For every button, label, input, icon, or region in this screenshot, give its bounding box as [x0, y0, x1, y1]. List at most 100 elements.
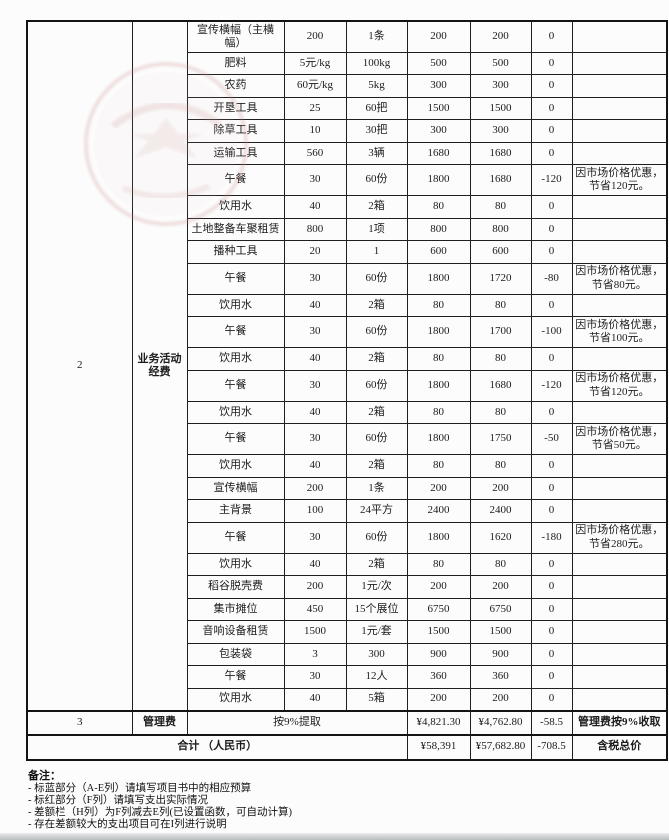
actual-amount-cell: 1750 [469, 423, 532, 455]
item-name-cell: 饮用水 [186, 347, 285, 371]
remark-cell [571, 195, 668, 219]
actual-amount-cell: 80 [469, 552, 532, 576]
actual-amount-cell: 1500 [469, 96, 532, 120]
difference-cell: 0 [530, 552, 573, 576]
difference-cell: 0 [530, 51, 573, 75]
item-name-cell: 午餐 [186, 521, 285, 554]
budget-amount-cell: 1800 [406, 423, 471, 455]
total-label-cell: 合计 （人民币） [26, 733, 408, 760]
budget-total-cell: ¥58,391 [406, 733, 471, 760]
table-row: 播种工具 20 1 600 600 0 [27, 240, 668, 264]
quantity-cell: 100kg [345, 51, 408, 75]
unit-price-cell: 1500 [283, 620, 347, 644]
budget-amount-cell: 300 [406, 74, 471, 98]
budget-amount-cell: 500 [406, 51, 471, 75]
remark-cell [571, 51, 668, 75]
quantity-cell: 24平方 [345, 499, 408, 523]
difference-cell: -58.5 [530, 709, 573, 735]
item-name-cell: 开垦工具 [186, 96, 285, 120]
quantity-cell: 5箱 [345, 687, 408, 711]
method-cell: 按9%提取 [186, 709, 408, 735]
unit-price-cell: 3 [283, 642, 347, 666]
note-line: - 标红部分（F列）请填写支出实际情况 [28, 795, 208, 806]
quantity-cell: 1 [345, 240, 408, 264]
budget-amount-cell: 80 [406, 293, 471, 317]
remark-cell: 含税总价 [571, 733, 668, 760]
unit-price-cell: 40 [283, 347, 347, 371]
item-name-cell: 饮用水 [186, 195, 285, 219]
item-name-cell: 稻谷脱壳费 [186, 575, 285, 599]
budget-amount-cell: 80 [406, 454, 471, 478]
actual-amount-cell: 1680 [469, 164, 532, 196]
unit-price-cell: 30 [283, 665, 347, 689]
quantity-cell: 2箱 [345, 454, 408, 478]
quantity-cell: 1元/次 [345, 575, 408, 599]
remark-cell [571, 217, 668, 241]
item-name-cell: 音响设备租赁 [186, 620, 285, 644]
item-name-cell: 肥料 [186, 51, 285, 75]
note-line: - 标蓝部分（A-E列）请填写项目书中的相应预算 [28, 783, 252, 794]
item-name-cell: 午餐 [186, 262, 285, 295]
unit-price-cell: 30 [283, 316, 347, 348]
difference-cell: -120 [530, 164, 573, 196]
quantity-cell: 2箱 [345, 400, 408, 424]
quantity-cell: 1元/套 [345, 620, 408, 644]
table-row: 午餐 30 12人 360 360 0 [27, 665, 668, 689]
table-row: 主背景 100 24平方 2400 2400 0 [27, 499, 668, 523]
unit-price-cell: 40 [283, 400, 347, 424]
unit-price-cell: 560 [283, 141, 347, 165]
remark-cell [571, 552, 668, 576]
budget-amount-cell: 200 [406, 476, 471, 500]
table-row: 午餐 30 60份 1800 1680 -120 因市场价格优惠，节省120元。 [27, 369, 668, 402]
unit-price-cell: 800 [283, 217, 347, 241]
unit-price-cell: 100 [283, 499, 347, 523]
remark-cell: 因市场价格优惠，节省120元。 [571, 369, 668, 402]
table-row: 除草工具 10 30把 300 300 0 [27, 119, 668, 143]
difference-cell: 0 [530, 687, 573, 711]
remark-cell [571, 347, 668, 371]
budget-amount-cell: 1800 [406, 164, 471, 196]
difference-cell: 0 [530, 642, 573, 666]
unit-price-cell: 10 [283, 119, 347, 143]
difference-cell: 0 [530, 400, 573, 424]
footer-divider [0, 833, 669, 840]
remark-cell [571, 665, 668, 689]
remark-cell [571, 293, 668, 317]
unit-price-cell: 40 [283, 293, 347, 317]
remark-cell [571, 119, 668, 143]
budget-amount-cell: 900 [406, 642, 471, 666]
table-row: 饮用水 40 2箱 80 80 0 [27, 454, 668, 478]
difference-cell: 0 [530, 20, 573, 53]
quantity-cell: 1项 [345, 217, 408, 241]
actual-amount-cell: 300 [469, 119, 532, 143]
table-row: 午餐 30 60份 1800 1750 -50 因市场价格优惠，节省50元。 [27, 423, 668, 455]
item-name-cell: 播种工具 [186, 240, 285, 264]
remark-cell: 因市场价格优惠，节省50元。 [571, 423, 668, 455]
serial-cell: 3 [26, 709, 133, 735]
remark-cell [571, 687, 668, 711]
total-row: 合计 （人民币） ¥58,391 ¥57,682.80 -708.5 含税总价 [26, 733, 668, 760]
unit-price-cell: 5元/kg [283, 51, 347, 75]
category-cell: 业务活动经费 [131, 20, 188, 711]
actual-amount-cell: 300 [469, 74, 532, 98]
item-name-cell: 宣传横幅（主横幅） [186, 20, 285, 53]
actual-amount-cell: 1720 [469, 262, 532, 295]
actual-amount-cell: 2400 [469, 499, 532, 523]
budget-amount-cell: 600 [406, 240, 471, 264]
budget-amount-cell: 1800 [406, 316, 471, 348]
difference-cell: -180 [530, 521, 573, 554]
difference-cell: 0 [530, 240, 573, 264]
remark-cell [571, 400, 668, 424]
budget-table: 2 业务活动经费 宣传横幅（主横幅） 200 1条 200 200 0 肥料 5元/kg 100kg… [26, 20, 668, 761]
quantity-cell: 12人 [345, 665, 408, 689]
remark-cell [571, 454, 668, 478]
difference-cell: 0 [530, 454, 573, 478]
table-row: 集市摊位 450 15个展位 6750 6750 0 [27, 597, 668, 621]
budget-amount-cell: 80 [406, 195, 471, 219]
unit-price-cell: 200 [283, 476, 347, 500]
difference-cell: 0 [530, 620, 573, 644]
unit-price-cell: 60元/kg [283, 74, 347, 98]
table-row: 包装袋 3 300 900 900 0 [27, 642, 668, 666]
quantity-cell: 2箱 [345, 293, 408, 317]
